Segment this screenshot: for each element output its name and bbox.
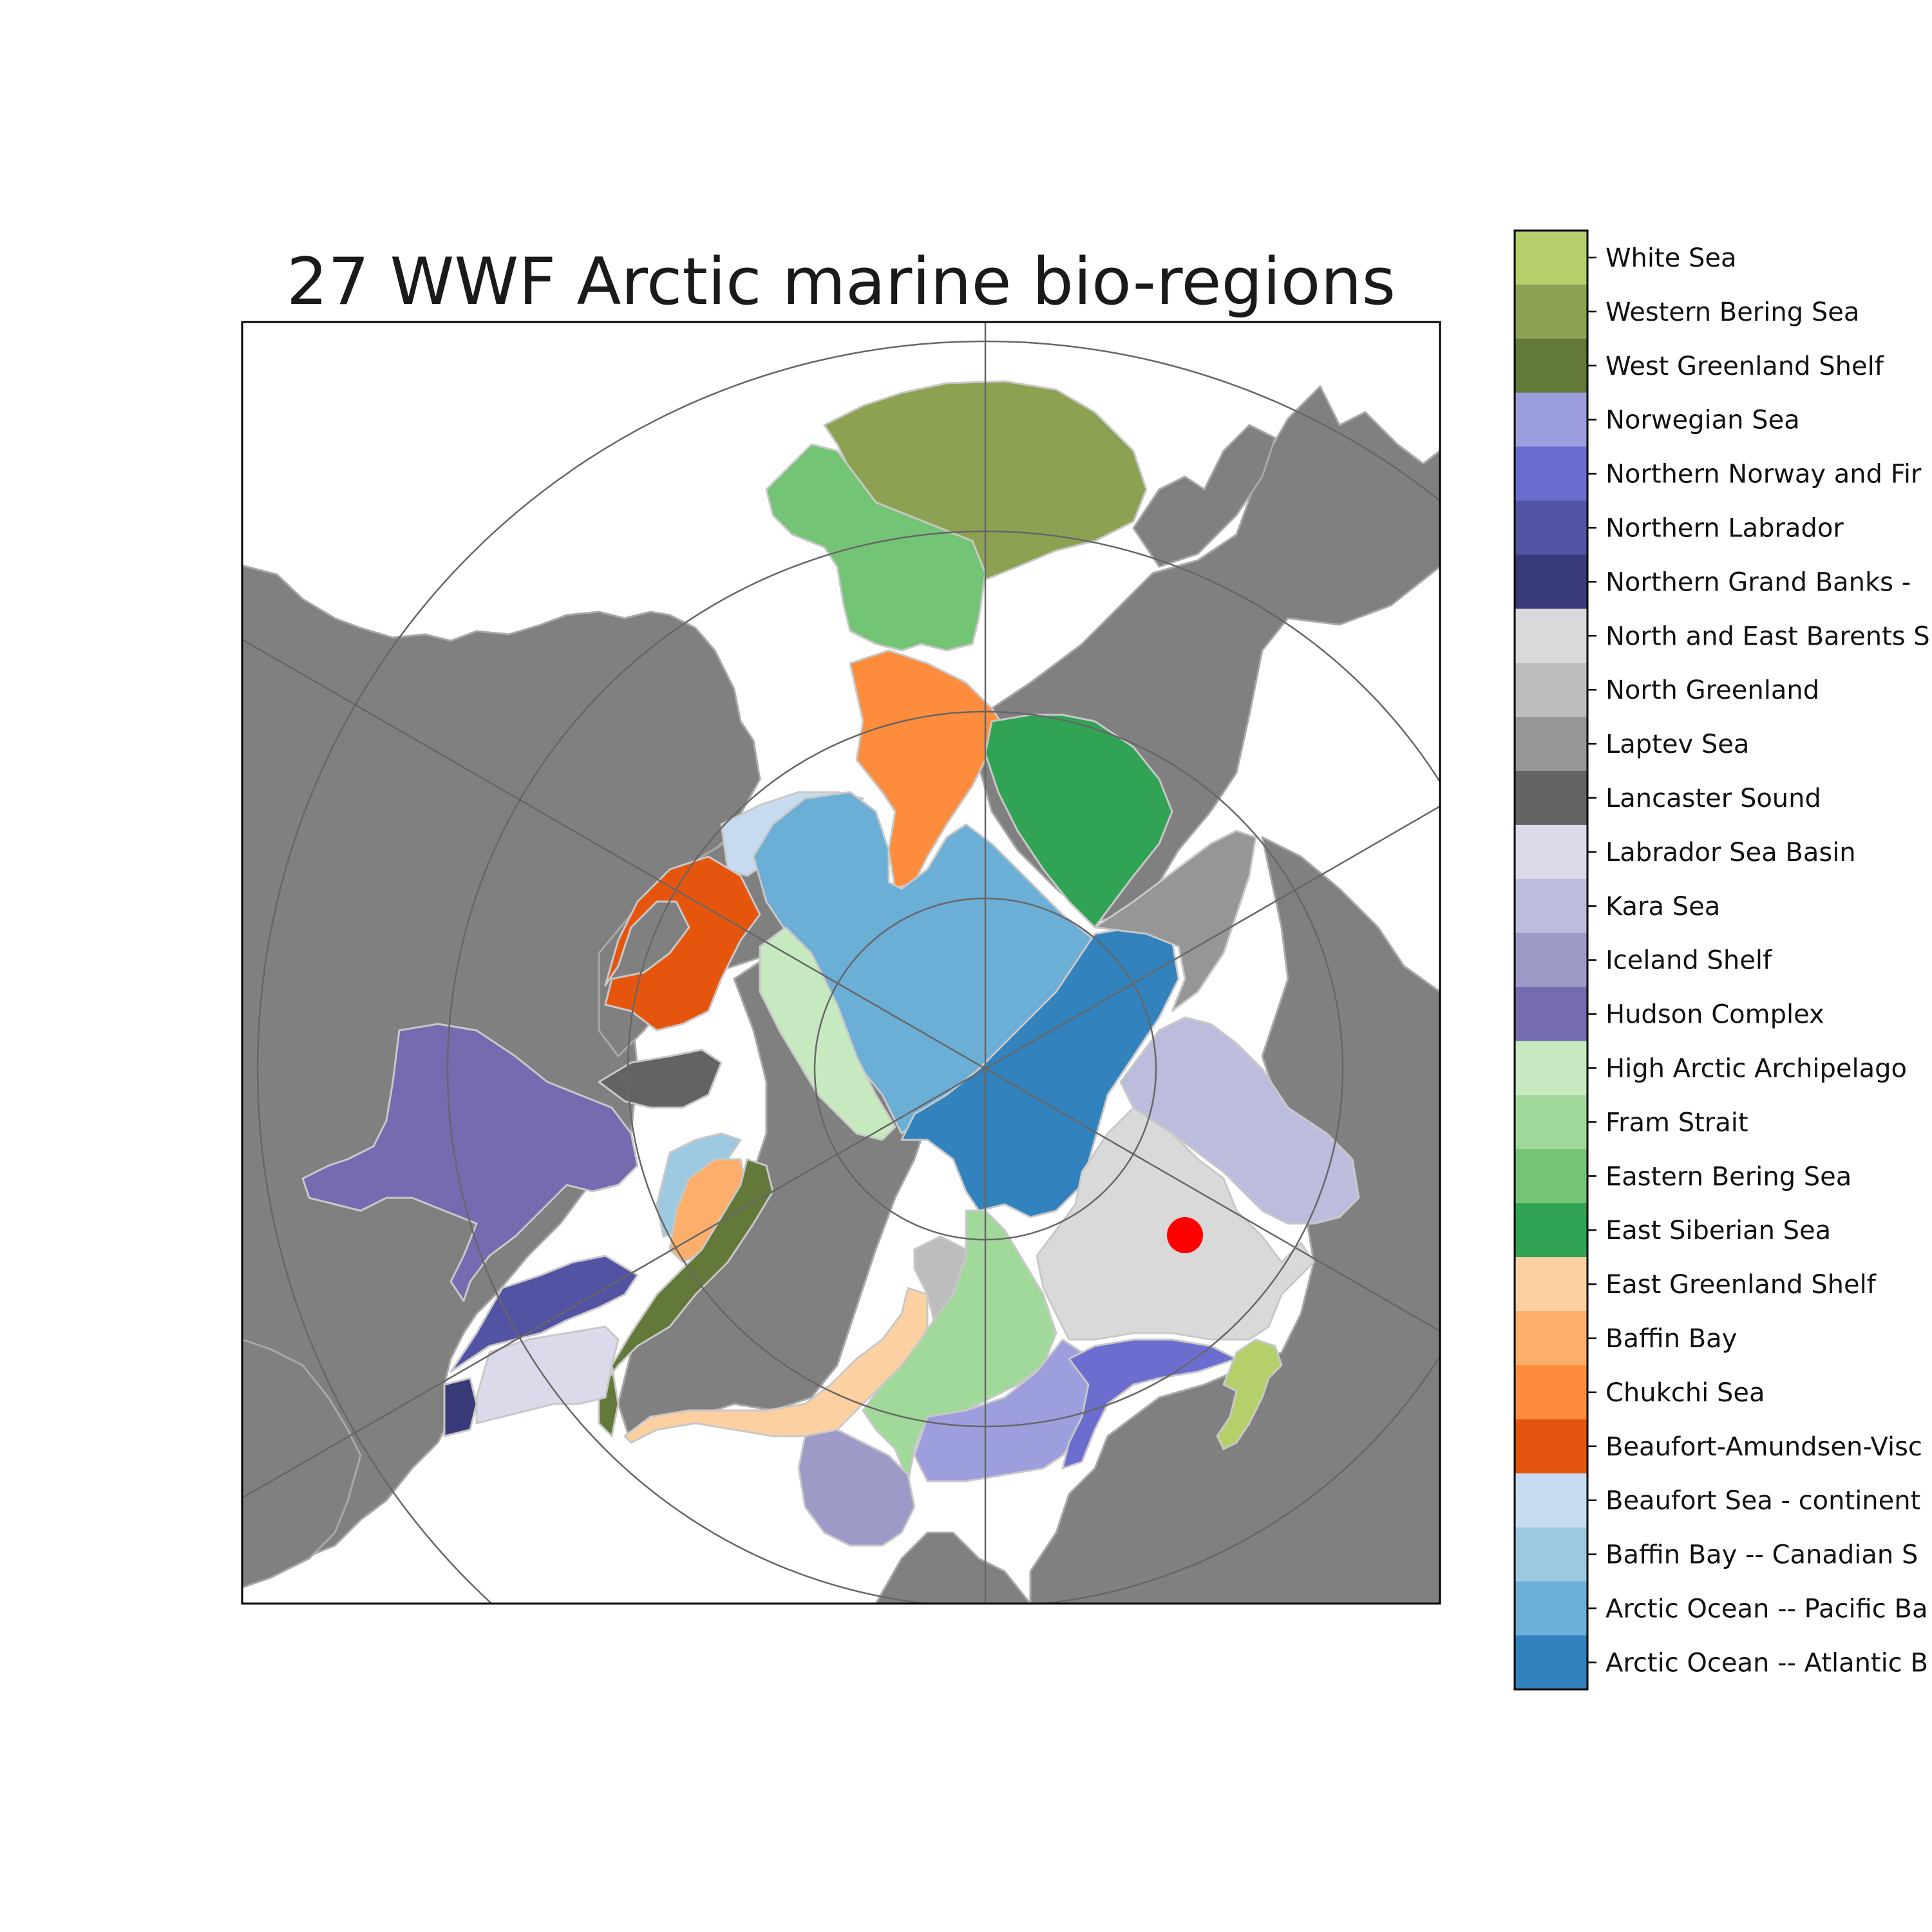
legend-label: North Greenland (1605, 676, 1819, 705)
region-fram-strait[interactable] (862, 1209, 1057, 1482)
legend-label: Chukchi Sea (1605, 1378, 1765, 1408)
legend-label: Northern Grand Banks - (1605, 567, 1911, 597)
legend-label: Lancaster Sound (1605, 784, 1821, 813)
legend-swatch (1515, 1041, 1587, 1095)
region-white-sea[interactable] (1216, 1338, 1283, 1450)
legend-swatch (1515, 1581, 1587, 1636)
region-kara-sea[interactable] (1119, 1016, 1360, 1225)
legend-label: Norwegian Sea (1605, 406, 1800, 435)
legend-swatch (1515, 1635, 1587, 1690)
region-northern-norway-finnmark[interactable] (1061, 1338, 1238, 1470)
legend-label: Iceland Shelf (1605, 946, 1772, 976)
map-frame (241, 321, 1441, 1605)
legend-swatch (1515, 663, 1587, 717)
legend-label: Eastern Bering Sea (1605, 1162, 1852, 1191)
legend-label: East Siberian Sea (1605, 1216, 1831, 1245)
land-scandinavia (875, 1531, 1032, 1604)
meridian-120 (242, 805, 1440, 1499)
land-kamchatka (1132, 424, 1276, 568)
region-northern-grand-banks[interactable] (443, 1377, 478, 1437)
legend-label: Kara Sea (1605, 892, 1720, 922)
legend-swatch (1515, 771, 1587, 826)
legend-swatch (1515, 500, 1587, 555)
legend-label: West Greenland Shelf (1605, 352, 1884, 381)
legend-label: Beaufort-Amundsen-Visc (1605, 1432, 1922, 1462)
legend-label: East Greenland Shelf (1605, 1270, 1877, 1300)
legend-swatch (1515, 284, 1587, 339)
graticule (242, 322, 1440, 1604)
legend-label: Northern Norway and Fir (1605, 460, 1922, 489)
legend-swatch (1515, 1203, 1587, 1258)
region-lancaster-sound[interactable] (598, 1048, 723, 1109)
legend-swatch (1515, 1419, 1587, 1474)
region-east-siberian-sea[interactable] (984, 714, 1173, 929)
legend-swatch (1515, 717, 1587, 772)
region-west-greenland-shelf[interactable] (598, 1158, 774, 1437)
legend-swatch (1515, 1473, 1587, 1528)
legend-swatch (1515, 878, 1587, 934)
legend-swatch (1515, 1149, 1587, 1204)
legend-swatch (1515, 1257, 1587, 1312)
legend-label: Arctic Ocean -- Atlantic B (1605, 1648, 1928, 1678)
legend-label: Baffin Bay (1605, 1324, 1737, 1354)
legend-swatch (1515, 338, 1587, 393)
legend-swatch (1515, 446, 1587, 502)
map-title: 27 WWF Arctic marine bio-regions (286, 243, 1396, 319)
region-eastern-bering-sea[interactable] (765, 443, 987, 652)
legend-label: Fram Strait (1605, 1108, 1748, 1137)
legend-swatch (1515, 1095, 1587, 1150)
legend-frame (1513, 229, 1589, 1690)
legend-label: Western Bering Sea (1605, 298, 1859, 327)
legend-swatch (1515, 1527, 1587, 1582)
map-area[interactable] (242, 322, 1713, 1797)
region-arctic-ocean-atlantic-basin[interactable] (900, 926, 1180, 1218)
legend-label: Baffin Bay -- Canadian S (1605, 1540, 1918, 1570)
meridian-60 (242, 638, 1440, 1332)
legend-swatch (1515, 609, 1587, 663)
region-iceland-shelf[interactable] (797, 1428, 916, 1547)
legend-label: North and East Barents S (1605, 621, 1930, 651)
region-northern-labrador[interactable] (450, 1255, 639, 1373)
legend: White Sea Western Bering Sea West Greenlan… (1513, 229, 1930, 1690)
legend-swatch (1515, 1365, 1587, 1420)
region-hudson-complex[interactable] (301, 1023, 639, 1302)
legend-swatch (1515, 231, 1587, 285)
region-laptev-sea[interactable] (1094, 829, 1257, 1012)
legend-label: Northern Labrador (1605, 513, 1844, 543)
legend-label: High Arctic Archipelago (1605, 1054, 1907, 1083)
region-labrador-sea-basin[interactable] (475, 1325, 620, 1425)
legend-swatch (1515, 987, 1587, 1042)
legend-swatch (1515, 824, 1587, 880)
legend-label: Beaufort Sea - continent (1605, 1486, 1920, 1516)
legend-label: Hudson Complex (1605, 1000, 1824, 1030)
legend-swatch (1515, 933, 1587, 988)
region-high-arctic-archipelago[interactable] (759, 926, 896, 1141)
region-chukchi-sea[interactable] (849, 649, 1006, 890)
legend-swatch (1515, 1311, 1587, 1366)
legend-swatch (1515, 554, 1587, 609)
legend-label: Arctic Ocean -- Pacific Ba (1605, 1594, 1927, 1624)
location-marker[interactable] (1167, 1217, 1203, 1253)
legend-label: Laptev Sea (1605, 730, 1749, 759)
legend-label: White Sea (1605, 243, 1737, 273)
legend-swatch (1515, 392, 1587, 448)
legend-label: Labrador Sea Basin (1605, 838, 1856, 867)
